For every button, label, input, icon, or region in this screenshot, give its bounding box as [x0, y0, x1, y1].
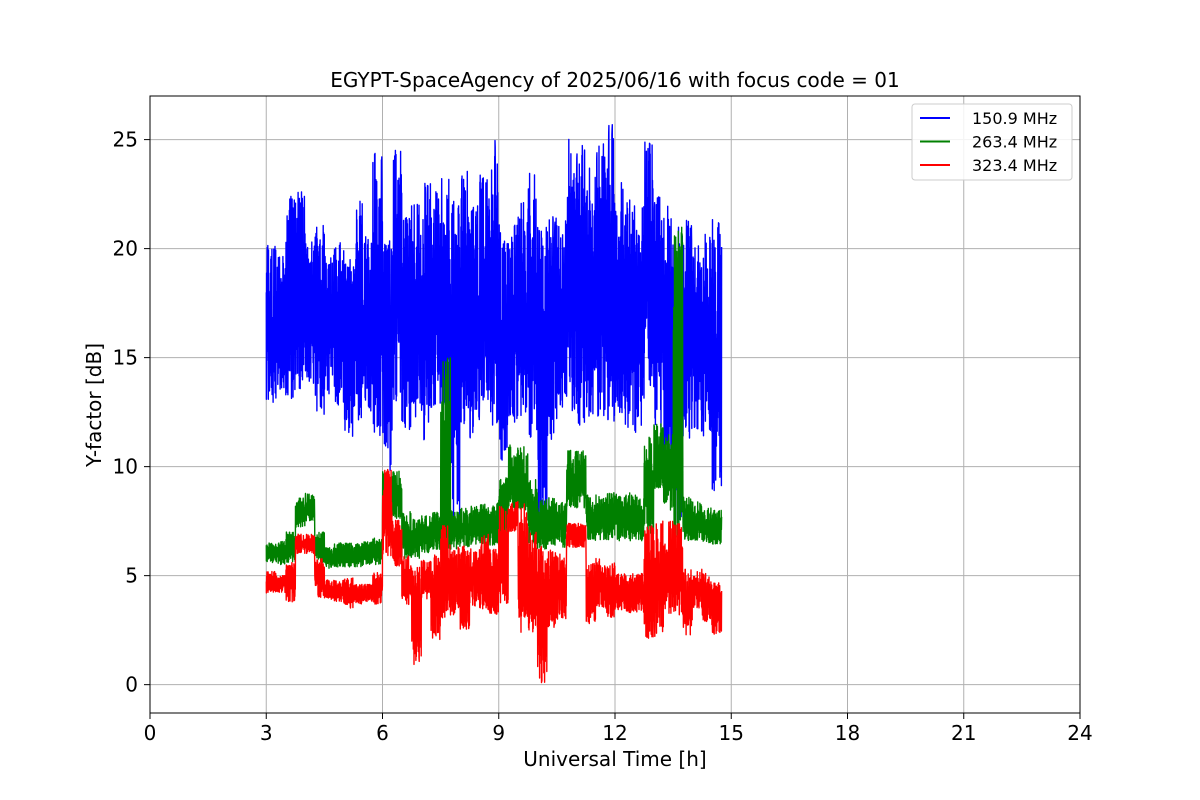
series-line-323-4-mhz: [265, 468, 723, 684]
chart-title: EGYPT-SpaceAgency of 2025/06/16 with foc…: [330, 68, 899, 92]
series-line-263-4-mhz: [265, 226, 723, 569]
x-tick-label: 6: [376, 721, 389, 745]
x-tick-label: 0: [144, 721, 157, 745]
y-tick-label: 10: [113, 455, 138, 479]
y-tick-label: 25: [113, 128, 138, 152]
y-tick-label: 0: [125, 673, 138, 697]
x-tick-label: 15: [719, 721, 744, 745]
x-axis-title: Universal Time [h]: [523, 747, 706, 771]
x-tick-label: 24: [1067, 721, 1092, 745]
series-line-150-9-mhz: [265, 123, 723, 524]
x-tick-label: 3: [260, 721, 273, 745]
legend-box: [911, 103, 1073, 181]
x-tick-label: 18: [835, 721, 860, 745]
x-tick-label: 12: [602, 721, 627, 745]
y-tick-label: 15: [113, 346, 138, 370]
legend: 150.9 MHz 263.4 MHz 323.4 MHz: [911, 103, 1073, 181]
legend-label: 323.4 MHz: [972, 156, 1057, 175]
y-axis: 0 5 10 15 20 25: [113, 128, 150, 697]
legend-label: 150.9 MHz: [972, 109, 1057, 128]
x-axis: 0 3 6 9 12 15 18 21 24: [144, 713, 1093, 745]
y-axis-title: Y-factor [dB]: [82, 343, 106, 468]
legend-label: 263.4 MHz: [972, 133, 1057, 152]
y-tick-label: 20: [113, 237, 138, 261]
x-tick-label: 21: [951, 721, 976, 745]
series-layer: [265, 123, 723, 684]
y-tick-label: 5: [125, 564, 138, 588]
x-tick-label: 9: [492, 721, 505, 745]
